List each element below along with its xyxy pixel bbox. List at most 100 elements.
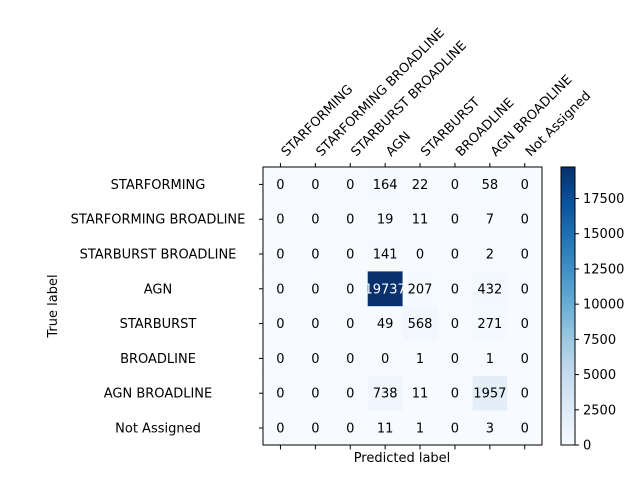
heatmap-cell bbox=[297, 410, 334, 446]
heatmap-cell bbox=[263, 341, 299, 377]
x-axis-label: Predicted label bbox=[354, 451, 451, 466]
heatmap-cell bbox=[472, 236, 508, 272]
heatmap-cell bbox=[472, 341, 508, 377]
heatmap-cell bbox=[297, 306, 334, 342]
colorbar-tick-label: 2500 bbox=[583, 403, 616, 418]
cell-value-label: 0 bbox=[451, 282, 459, 297]
heatmap-cell bbox=[297, 341, 334, 377]
cell-value-label: 49 bbox=[377, 317, 394, 332]
cell-value-label: 0 bbox=[311, 248, 319, 263]
cell-value-label: 0 bbox=[346, 248, 354, 263]
cell-value-label: 432 bbox=[477, 282, 502, 297]
heatmap-cell bbox=[263, 201, 299, 237]
heatmap-cell bbox=[402, 271, 438, 307]
cell-value-label: 0 bbox=[276, 317, 284, 332]
heatmap-cell bbox=[367, 201, 403, 237]
heatmap-cell bbox=[332, 236, 368, 272]
plot-frame bbox=[262, 166, 543, 446]
heatmap-cell bbox=[437, 236, 473, 272]
heatmap-cell bbox=[472, 271, 508, 307]
y-tick-label: AGN BROADLINE bbox=[104, 387, 212, 402]
y-tick-label: STARBURST BROADLINE bbox=[80, 248, 237, 263]
cell-value-label: 0 bbox=[521, 282, 529, 297]
cell-value-label: 0 bbox=[276, 248, 284, 263]
y-tick-label: STARFORMING BROADLINE bbox=[71, 213, 246, 228]
cell-value-label: 22 bbox=[412, 178, 429, 193]
heatmap-cell bbox=[472, 410, 508, 446]
cell-value-label: 0 bbox=[451, 213, 459, 228]
cell-value-label: 0 bbox=[416, 248, 424, 263]
heatmap-cell bbox=[263, 236, 299, 272]
cell-value-label: 0 bbox=[451, 248, 459, 263]
heatmap-cell bbox=[367, 236, 403, 272]
colorbar-tick-label: 10000 bbox=[583, 298, 624, 313]
heatmap-cell bbox=[402, 236, 438, 272]
heatmap-cell bbox=[472, 306, 508, 342]
cell-value-label: 0 bbox=[521, 387, 529, 402]
y-axis-label: True label bbox=[46, 274, 61, 338]
heatmap-cell bbox=[437, 201, 473, 237]
heatmap-cell bbox=[263, 375, 299, 411]
cell-value-label: 0 bbox=[311, 317, 319, 332]
heatmap-cell bbox=[507, 341, 543, 377]
heatmap-cell bbox=[367, 167, 403, 203]
cell-value-label: 0 bbox=[346, 213, 354, 228]
cell-value-label: 0 bbox=[346, 317, 354, 332]
y-tick-label: BROADLINE bbox=[120, 352, 196, 367]
cell-value-label: 0 bbox=[451, 317, 459, 332]
heatmap-cell bbox=[367, 410, 403, 446]
heatmap-cell bbox=[437, 375, 473, 411]
y-tick-label: Not Assigned bbox=[115, 422, 201, 437]
heatmap-cell bbox=[507, 375, 543, 411]
heatmap-cell bbox=[402, 341, 438, 377]
heatmap-cell bbox=[367, 271, 403, 307]
cell-value-label: 0 bbox=[521, 213, 529, 228]
cell-value-label: 0 bbox=[276, 387, 284, 402]
cell-value-label: 11 bbox=[412, 387, 429, 402]
heatmap-cell bbox=[263, 410, 299, 446]
cell-value-label: 0 bbox=[311, 282, 319, 297]
heatmap-cell bbox=[297, 167, 334, 203]
cell-value-label: 19737 bbox=[364, 282, 405, 297]
colorbar bbox=[560, 166, 576, 446]
heatmap-cell bbox=[263, 167, 299, 203]
heatmap-cell bbox=[367, 375, 403, 411]
colorbar-tick-label: 0 bbox=[583, 439, 591, 454]
cell-value-label: 2 bbox=[486, 248, 494, 263]
heatmap-cell bbox=[507, 167, 543, 203]
heatmap-cell bbox=[367, 341, 403, 377]
cell-value-label: 568 bbox=[408, 317, 433, 332]
heatmap-cell bbox=[437, 410, 473, 446]
colorbar-tick-label: 15000 bbox=[583, 227, 624, 242]
cell-value-label: 0 bbox=[276, 422, 284, 437]
cell-value-label: 0 bbox=[311, 352, 319, 367]
y-tick-labels: STARFORMING STARFORMING BROADLINE STARBURS… bbox=[71, 178, 246, 437]
cell-value-label: 0 bbox=[346, 352, 354, 367]
heatmap-cell bbox=[332, 410, 368, 446]
cell-value-label: 0 bbox=[451, 352, 459, 367]
y-tick-label: AGN bbox=[144, 282, 172, 297]
cell-value-label: 141 bbox=[373, 248, 398, 263]
heatmap-cell bbox=[297, 201, 334, 237]
heatmap-cell bbox=[263, 271, 299, 307]
heatmap-cell bbox=[332, 341, 368, 377]
x-tick-label: AGN bbox=[383, 129, 414, 160]
heatmap-cell bbox=[507, 306, 543, 342]
heatmap-cell bbox=[437, 271, 473, 307]
heatmap-cell bbox=[263, 306, 299, 342]
cell-value-label: 0 bbox=[451, 422, 459, 437]
cell-value-label: 0 bbox=[311, 422, 319, 437]
cell-value-label: 11 bbox=[412, 213, 429, 228]
cell-value-label: 19 bbox=[377, 213, 394, 228]
cell-value-label: 0 bbox=[521, 178, 529, 193]
heatmap-cell bbox=[437, 341, 473, 377]
heatmap-cell bbox=[472, 167, 508, 203]
heatmap-cell bbox=[297, 375, 334, 411]
cell-value-label: 0 bbox=[346, 387, 354, 402]
cell-value-label: 0 bbox=[311, 387, 319, 402]
heatmap-cell-labels: 0 0 0 164 22 0 58 00 0 0 19 11 0 7 00 0 0 141 0 0 2 00 0 0 19737… bbox=[276, 178, 529, 437]
cell-value-label: 11 bbox=[377, 422, 394, 437]
cell-value-label: 0 bbox=[276, 282, 284, 297]
heatmap-cell bbox=[507, 271, 543, 307]
